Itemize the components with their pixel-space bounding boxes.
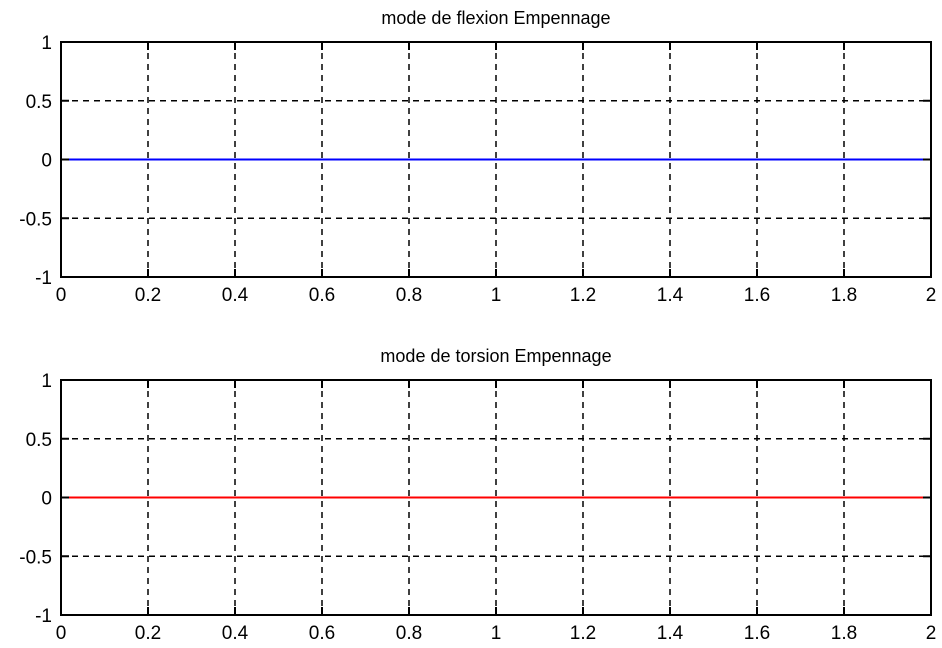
x-tick-label: 0.4 <box>222 623 249 644</box>
x-tick-label: 1.4 <box>657 285 684 306</box>
chart-title: mode de flexion Empennage <box>381 8 610 28</box>
x-tick-label: 0.2 <box>135 285 161 306</box>
y-tick-label: -0.5 <box>19 547 52 568</box>
y-tick-label: -1 <box>35 606 52 627</box>
x-tick-label: 0.6 <box>309 285 335 306</box>
x-tick-label: 1.6 <box>744 623 770 644</box>
x-tick-label: 1 <box>491 285 502 306</box>
x-tick-label: 1.2 <box>570 285 596 306</box>
chart-title: mode de torsion Empennage <box>380 346 611 366</box>
y-tick-label: -0.5 <box>19 209 52 230</box>
x-tick-label: 1.4 <box>657 623 684 644</box>
x-tick-label: 0 <box>56 623 67 644</box>
x-tick-label: 2 <box>926 623 937 644</box>
x-tick-label: 1 <box>491 623 502 644</box>
y-tick-label: 1 <box>41 371 52 392</box>
x-tick-label: 1.6 <box>744 285 770 306</box>
chart-panel-flexion: 0 0.2 0.4 0.6 0.8 1 1.2 1.4 1.6 1.8 2 1 0.5 0 -0.5 -1 mo… <box>19 8 936 306</box>
y-tick-label: -1 <box>35 268 52 289</box>
x-tick-label: 1.8 <box>831 285 857 306</box>
x-tick-label: 0 <box>56 285 67 306</box>
y-tick-label: 0.5 <box>26 430 52 451</box>
y-tick-label: 0.5 <box>26 92 52 113</box>
y-tick-label: 0 <box>41 489 52 510</box>
x-tick-label: 0.6 <box>309 623 335 644</box>
y-tick-label: 1 <box>41 33 52 54</box>
x-tick-label: 2 <box>926 285 937 306</box>
x-tick-label: 0.4 <box>222 285 249 306</box>
y-tick-label: 0 <box>41 151 52 172</box>
x-tick-label: 0.2 <box>135 623 161 644</box>
x-tick-label: 1.8 <box>831 623 857 644</box>
x-tick-label: 0.8 <box>396 623 422 644</box>
x-tick-label: 0.8 <box>396 285 422 306</box>
chart-panel-torsion: 0 0.2 0.4 0.6 0.8 1 1.2 1.4 1.6 1.8 2 1 0.5 0 -0.5 -1 mo… <box>19 346 936 644</box>
x-tick-label: 1.2 <box>570 623 596 644</box>
